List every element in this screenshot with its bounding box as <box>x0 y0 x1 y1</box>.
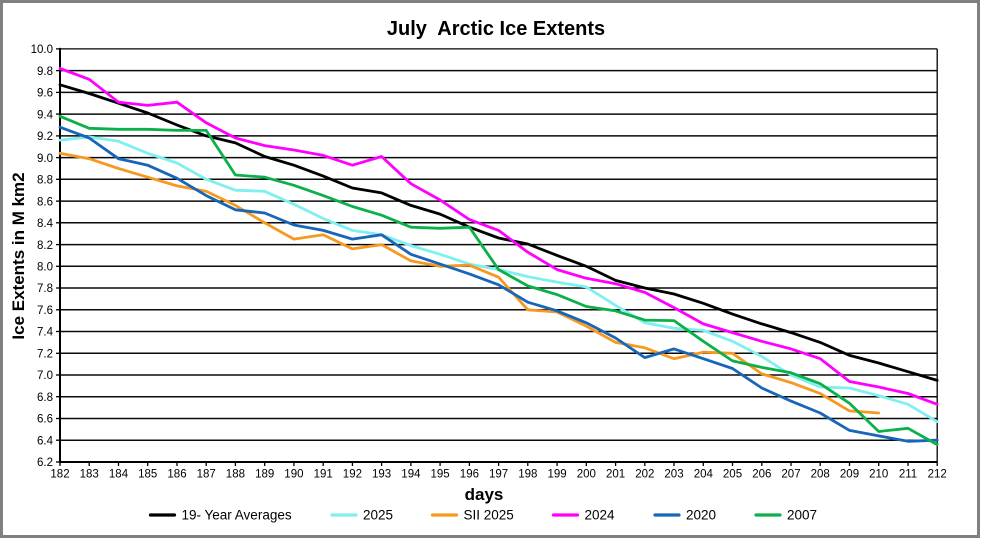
svg-text:8.2: 8.2 <box>37 240 53 252</box>
svg-text:191: 191 <box>314 468 333 480</box>
svg-text:201: 201 <box>606 468 625 480</box>
svg-text:211: 211 <box>899 468 917 480</box>
svg-text:2007: 2007 <box>787 508 817 523</box>
svg-text:19- Year Averages: 19- Year Averages <box>182 508 292 523</box>
svg-text:197: 197 <box>489 468 508 480</box>
svg-text:195: 195 <box>431 468 450 480</box>
svg-text:212: 212 <box>928 468 947 480</box>
svg-text:9.6: 9.6 <box>37 88 53 100</box>
svg-text:6.2: 6.2 <box>37 457 53 469</box>
svg-text:192: 192 <box>343 468 362 480</box>
svg-text:182: 182 <box>50 468 69 480</box>
svg-text:193: 193 <box>372 468 391 480</box>
svg-text:196: 196 <box>460 468 479 480</box>
svg-text:2025: 2025 <box>363 508 393 523</box>
svg-text:204: 204 <box>694 468 714 480</box>
svg-text:209: 209 <box>840 468 859 480</box>
svg-text:7.0: 7.0 <box>37 370 53 382</box>
svg-text:210: 210 <box>869 468 888 480</box>
svg-text:205: 205 <box>723 468 742 480</box>
svg-text:7.8: 7.8 <box>37 283 53 295</box>
svg-text:6.6: 6.6 <box>37 414 53 426</box>
svg-text:July Arctic Ice Extents: July Arctic Ice Extents <box>387 18 605 40</box>
svg-text:206: 206 <box>752 468 771 480</box>
svg-text:187: 187 <box>197 468 216 480</box>
svg-text:200: 200 <box>577 468 596 480</box>
svg-text:198: 198 <box>518 468 537 480</box>
svg-text:2024: 2024 <box>585 508 616 523</box>
svg-text:185: 185 <box>138 468 157 480</box>
svg-text:9.2: 9.2 <box>37 131 53 143</box>
svg-text:183: 183 <box>80 468 99 480</box>
svg-text:184: 184 <box>109 468 129 480</box>
svg-text:202: 202 <box>635 468 654 480</box>
svg-text:8.8: 8.8 <box>37 175 53 187</box>
svg-text:10.0: 10.0 <box>31 44 53 56</box>
svg-text:188: 188 <box>226 468 245 480</box>
svg-text:9.8: 9.8 <box>37 66 53 78</box>
svg-text:days: days <box>465 485 504 504</box>
svg-text:208: 208 <box>811 468 830 480</box>
svg-text:7.4: 7.4 <box>37 327 54 339</box>
svg-text:6.4: 6.4 <box>37 435 54 447</box>
svg-text:7.6: 7.6 <box>37 305 53 317</box>
svg-text:9.4: 9.4 <box>37 109 54 121</box>
svg-text:194: 194 <box>401 468 421 480</box>
svg-text:6.8: 6.8 <box>37 392 53 404</box>
svg-text:8.6: 8.6 <box>37 196 53 208</box>
svg-text:189: 189 <box>255 468 274 480</box>
svg-text:SII 2025: SII 2025 <box>464 508 514 523</box>
svg-text:207: 207 <box>781 468 800 480</box>
svg-text:8.4: 8.4 <box>37 218 54 230</box>
svg-text:190: 190 <box>284 468 303 480</box>
svg-text:186: 186 <box>167 468 186 480</box>
svg-text:8.0: 8.0 <box>37 262 53 274</box>
svg-text:203: 203 <box>664 468 683 480</box>
svg-text:2020: 2020 <box>686 508 716 523</box>
svg-text:199: 199 <box>548 468 567 480</box>
svg-text:9.0: 9.0 <box>37 153 53 165</box>
svg-text:7.2: 7.2 <box>37 349 53 361</box>
svg-text:Ice Extents in M km2: Ice Extents in M km2 <box>9 172 28 339</box>
